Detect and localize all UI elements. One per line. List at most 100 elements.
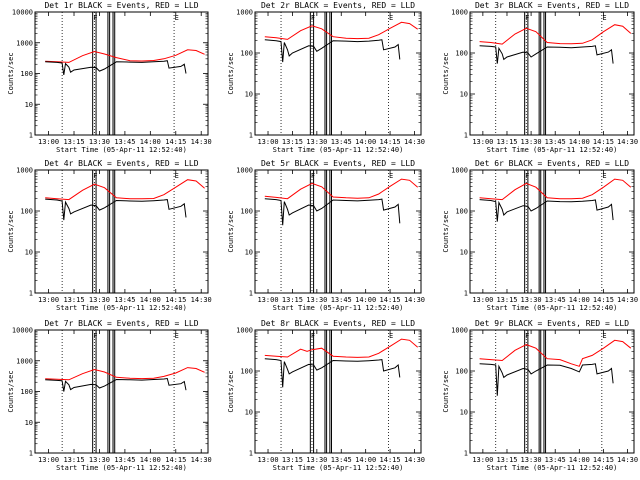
series-line-lld (264, 338, 419, 358)
x-tick-label: 13:00 (38, 456, 59, 464)
panel-title: Det 8r BLACK = Events, RED = LLD (261, 319, 415, 328)
panel-det-9: Det 9r BLACK = Events, RED = LLD F E 1 10 100… (442, 319, 638, 472)
y-axis-label: Counts/sec (442, 210, 450, 252)
plot-frame (469, 169, 635, 294)
x-tick-label: 13:45 (545, 296, 566, 304)
panel-det-2: Det 2r BLACK = Events, RED = LLD F E 1 10 100… (227, 1, 425, 154)
interval-box (92, 11, 97, 136)
y-tick-label: 100 (20, 208, 33, 216)
y-axis-label: Counts/sec (227, 370, 235, 412)
interval-box (324, 169, 328, 294)
x-tick-label: 14:15 (380, 138, 401, 146)
y-tick-label: 10 (245, 409, 253, 417)
y-tick-label: 1000 (236, 327, 253, 335)
x-tick-label: 14:30 (404, 138, 425, 146)
x-tick-label: 14:00 (569, 138, 590, 146)
panel-det-7: Det 7r BLACK = Events, RED = LLD F E 1 10 100… (7, 319, 212, 472)
y-axis-label: Counts/sec (227, 210, 235, 252)
x-tick-label: 14:30 (191, 138, 212, 146)
interval-box (92, 329, 97, 454)
y-tick-label: 1000 (16, 357, 33, 365)
x-tick-label: 14:00 (355, 456, 376, 464)
y-axis-label: Counts/sec (7, 52, 15, 94)
interval-box (112, 11, 116, 136)
interval-box (329, 169, 332, 294)
panel-title: Det 5r BLACK = Events, RED = LLD (261, 159, 415, 168)
marker-label-e: E (175, 172, 179, 180)
marker-label-e: E (175, 14, 179, 22)
x-tick-label: 14:00 (569, 296, 590, 304)
panel-det-5: Det 5r BLACK = Events, RED = LLD F E 1 10 100… (227, 159, 425, 312)
series-line-events (479, 199, 614, 222)
plot-frame (34, 329, 209, 454)
y-tick-label: 1000 (451, 9, 468, 17)
x-axis-label: Start Time (05-Apr-11 12:52:40) (56, 304, 187, 312)
plot-frame (254, 329, 422, 454)
interval-box (543, 11, 547, 136)
marker-label-f: F (525, 332, 529, 340)
y-tick-label: 100 (20, 388, 33, 396)
x-tick-label: 13:15 (282, 456, 303, 464)
x-tick-label: 13:30 (521, 138, 542, 146)
series-line-events (45, 377, 187, 392)
y-tick-label: 1000 (16, 167, 33, 175)
x-tick-label: 13:15 (63, 456, 84, 464)
x-tick-label: 13:30 (89, 138, 110, 146)
marker-label-e: E (602, 332, 606, 340)
x-axis-label: Start Time (05-Apr-11 12:52:40) (487, 464, 618, 472)
x-tick-label: 14:30 (191, 456, 212, 464)
y-tick-label: 1 (249, 290, 253, 298)
y-tick-label: 10 (460, 91, 468, 99)
x-tick-label: 13:45 (114, 296, 135, 304)
x-tick-label: 14:15 (165, 296, 186, 304)
plot-frame (254, 11, 422, 136)
y-axis-label: Counts/sec (442, 52, 450, 94)
x-tick-label: 13:30 (89, 456, 110, 464)
x-tick-label: 13:45 (331, 138, 352, 146)
marker-label-f: F (93, 332, 97, 340)
x-tick-label: 13:00 (472, 296, 493, 304)
x-tick-label: 13:45 (331, 456, 352, 464)
series-line-lld (479, 339, 632, 367)
interval-box (543, 169, 547, 294)
marker-label-e: E (602, 14, 606, 22)
x-tick-label: 13:00 (472, 456, 493, 464)
interval-box (112, 169, 116, 294)
x-tick-label: 13:30 (89, 296, 110, 304)
y-tick-label: 1 (464, 290, 468, 298)
x-tick-label: 14:30 (617, 138, 638, 146)
y-tick-label: 1 (249, 450, 253, 458)
y-tick-label: 100 (240, 368, 253, 376)
x-tick-label: 13:30 (306, 296, 327, 304)
y-tick-label: 1 (249, 132, 253, 140)
x-tick-label: 13:30 (521, 456, 542, 464)
interval-box (329, 11, 332, 136)
x-tick-label: 14:30 (617, 456, 638, 464)
x-axis-label: Start Time (05-Apr-11 12:52:40) (56, 464, 187, 472)
x-tick-label: 13:15 (282, 296, 303, 304)
y-tick-label: 10 (460, 249, 468, 257)
series-line-lld (45, 367, 205, 381)
x-tick-label: 14:30 (404, 296, 425, 304)
y-tick-label: 1000 (16, 39, 33, 47)
interval-box (524, 329, 529, 454)
x-tick-label: 14:00 (140, 296, 161, 304)
x-tick-label: 14:00 (355, 296, 376, 304)
x-tick-label: 13:45 (114, 456, 135, 464)
y-tick-label: 10 (25, 101, 33, 109)
x-tick-label: 14:15 (165, 138, 186, 146)
panel-det-4: Det 4r BLACK = Events, RED = LLD F E 1 10 100… (7, 159, 212, 312)
y-tick-label: 1000 (236, 167, 253, 175)
panel-title: Det 7r BLACK = Events, RED = LLD (44, 319, 198, 328)
marker-label-e: E (175, 332, 179, 340)
panel-title: Det 2r BLACK = Events, RED = LLD (261, 1, 415, 10)
interval-box (309, 329, 315, 454)
x-tick-label: 14:00 (140, 456, 161, 464)
y-tick-label: 100 (455, 50, 468, 58)
y-tick-label: 1 (29, 132, 33, 140)
interval-box (538, 11, 542, 136)
y-axis-label: Counts/sec (227, 52, 235, 94)
series-line-lld (479, 24, 632, 45)
x-tick-label: 13:45 (331, 296, 352, 304)
y-tick-label: 1000 (236, 9, 253, 17)
